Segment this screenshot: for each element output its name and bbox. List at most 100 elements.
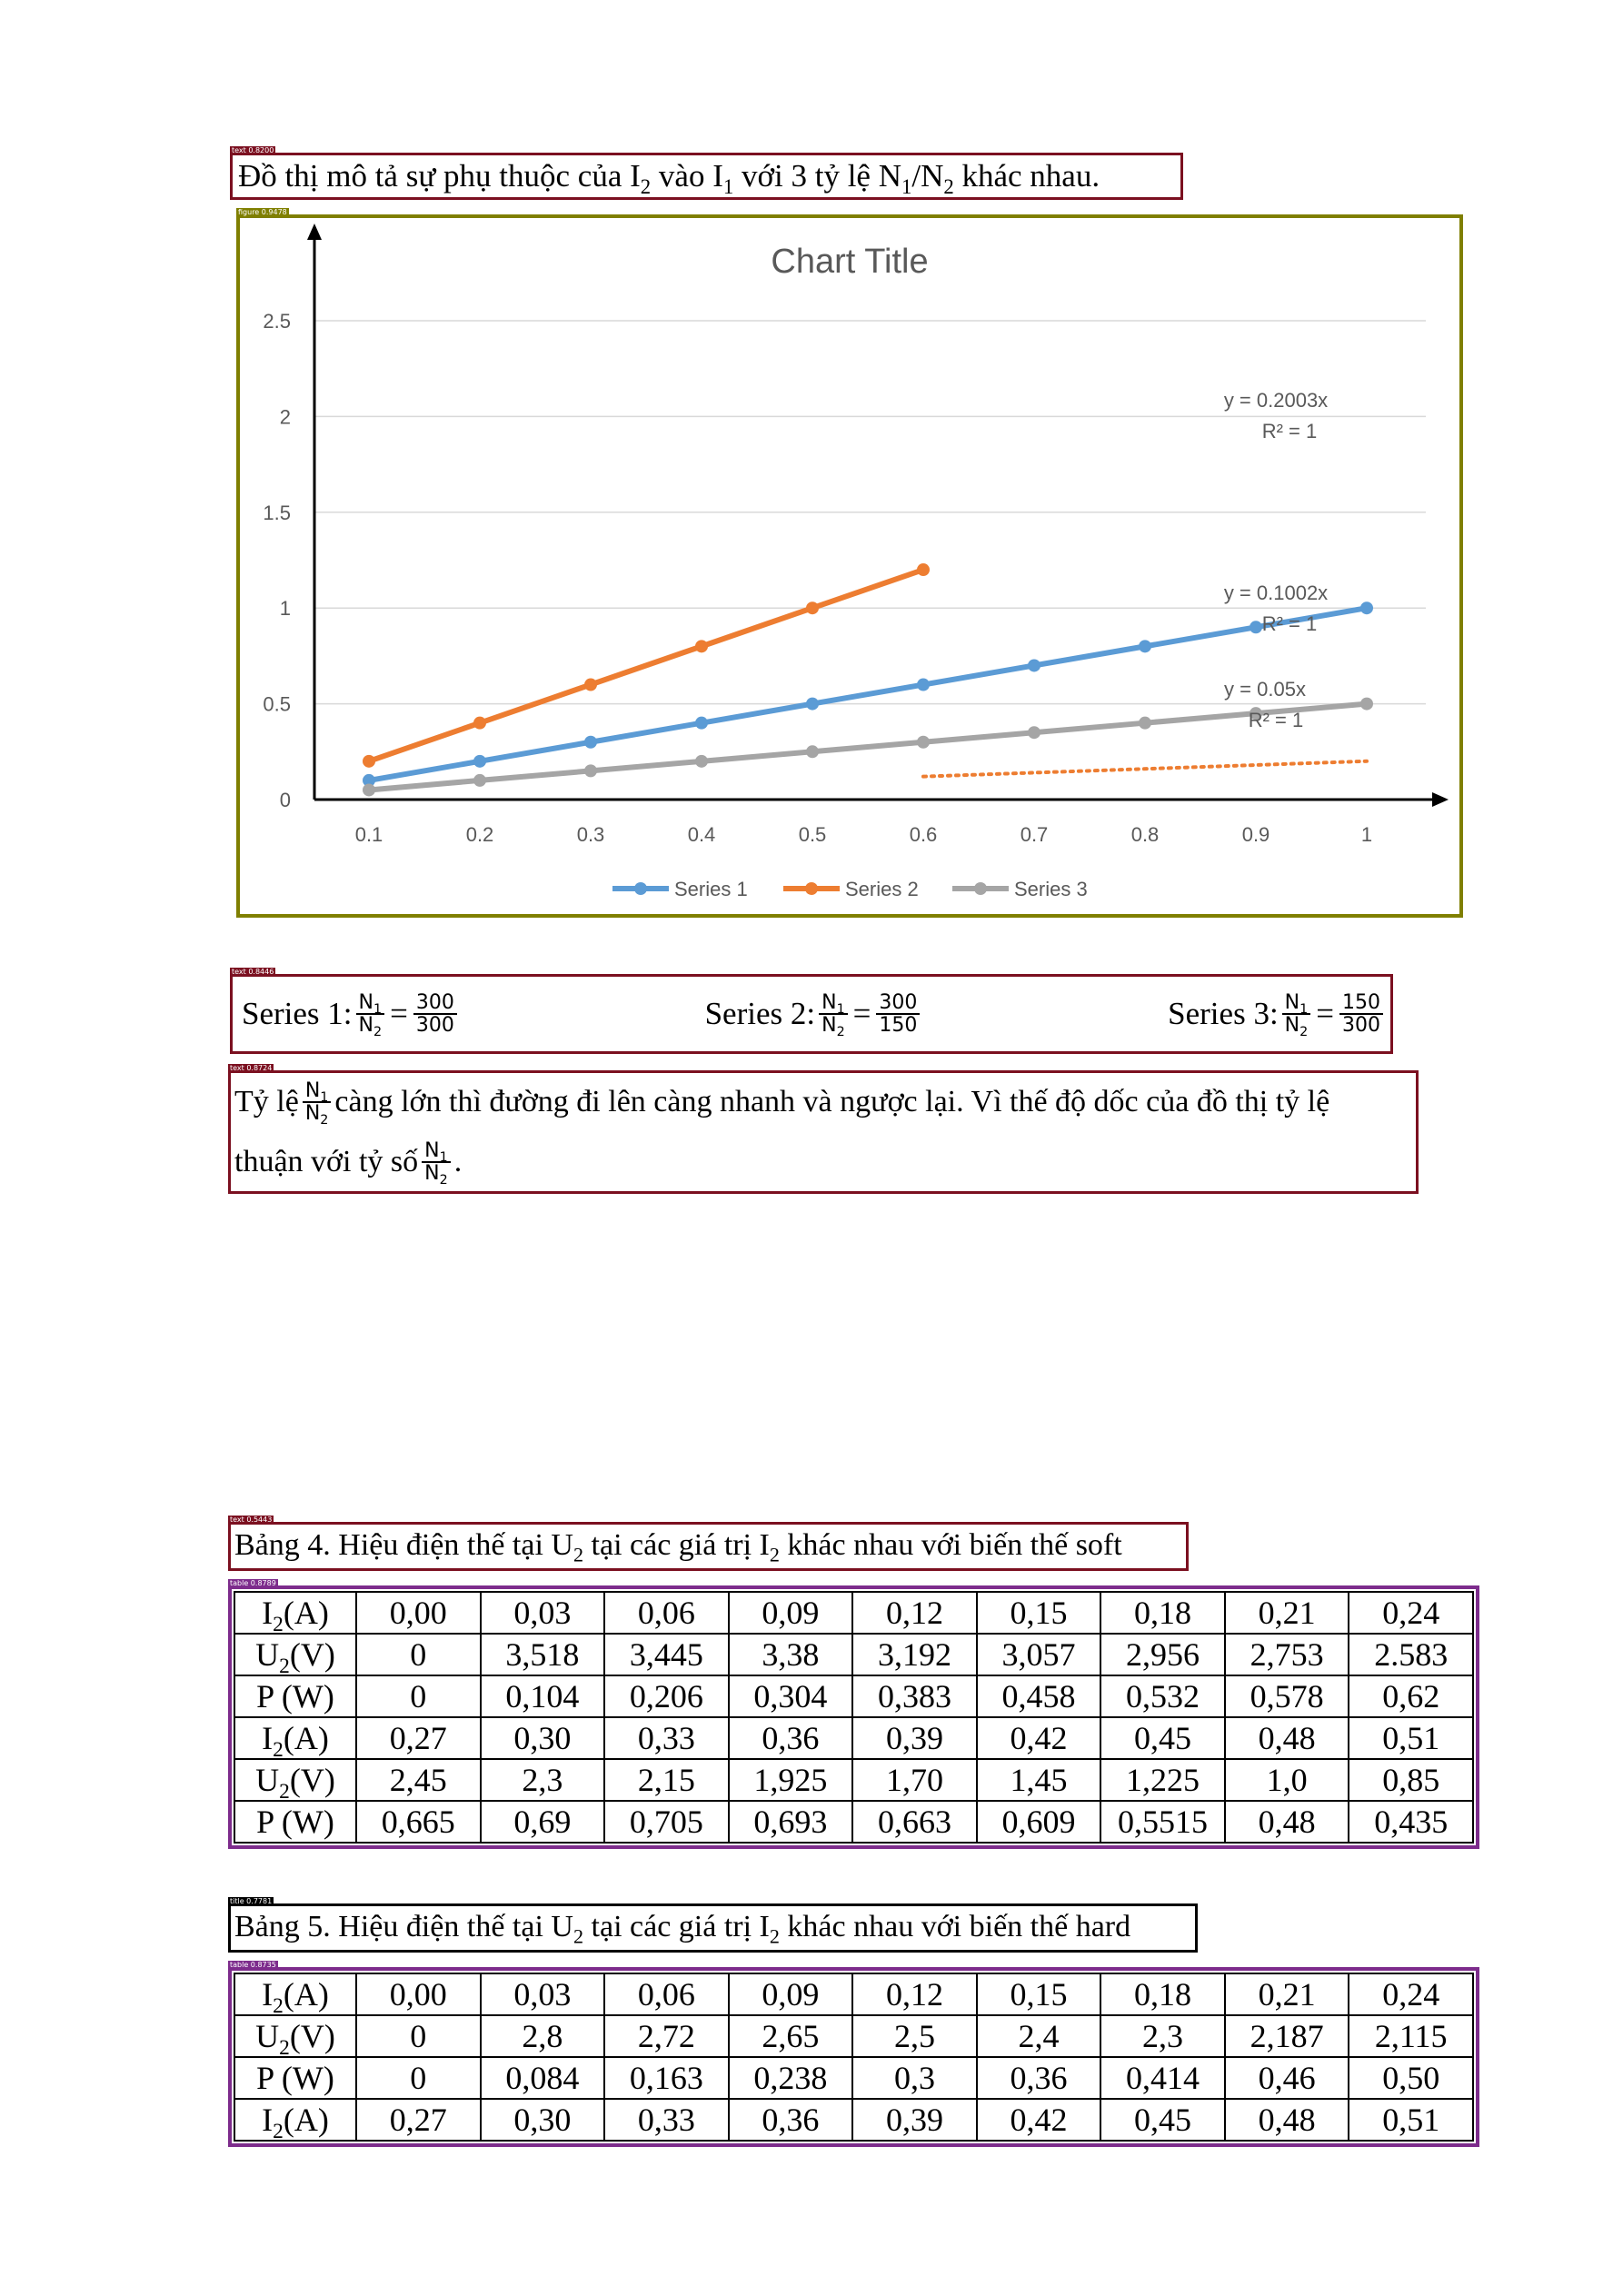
y-tick-label: 1	[280, 597, 291, 620]
table4-box: table 0.8789 I2(A) 0,00 0,03 0,06 0,09 0,12 0,…	[228, 1579, 1479, 1849]
table-cell: 0,45	[1100, 1716, 1226, 1760]
table-row: I2(A) 0,27 0,30 0,33 0,36 0,39 0,42 0,45 0,48 0,5…	[234, 1716, 1474, 1761]
row-header: I2(A)	[234, 1716, 357, 1761]
row-header: U2(V)	[234, 2014, 357, 2059]
table5: I2(A) 0,00 0,03 0,06 0,09 0,12 0,15 0,18 0,21 0,2…	[234, 1973, 1474, 2142]
table-cell: 0,42	[975, 2098, 1102, 2142]
series-ratio-item: Series 1: N1 N2 = 300 300	[242, 992, 461, 1039]
table-cell: 0	[355, 2014, 482, 2058]
legend-label: Series 1	[674, 878, 748, 900]
table-cell: 0,304	[727, 1675, 854, 1718]
table-row: U2(V) 0 2,8 2,72 2,65 2,5 2,4 2,3 2,187 2,115	[234, 2014, 1474, 2059]
paragraph-line-2: thuận với tỷ số N1 N2 .	[234, 1133, 462, 1191]
legend-marker	[634, 882, 647, 895]
series-line-3	[366, 701, 1369, 793]
data-point	[584, 735, 597, 749]
table-cell: 2,45	[355, 1758, 482, 1802]
row-header: U2(V)	[234, 1633, 357, 1677]
data-point	[584, 678, 597, 691]
x-axis-arrow	[1432, 792, 1449, 807]
table4-caption-tag: text 0.5443	[228, 1516, 274, 1524]
data-point	[917, 563, 930, 577]
table-cell: 0,09	[727, 1591, 854, 1635]
data-point	[363, 773, 375, 787]
data-point	[1360, 601, 1373, 615]
legend-label: Series 2	[845, 878, 919, 900]
table-cell: 3,192	[851, 1633, 978, 1676]
data-point	[363, 783, 375, 797]
table-row: I2(A) 0,00 0,03 0,06 0,09 0,12 0,15 0,18 0,21 0,2…	[234, 1973, 1474, 2017]
table-cell: 0,12	[851, 1973, 978, 2016]
row-header: I2(A)	[234, 2098, 357, 2142]
table-cell: 0,51	[1348, 2098, 1474, 2142]
table-cell: 0,51	[1348, 1716, 1474, 1760]
paragraph-part-4: .	[453, 1145, 463, 1178]
table-cell: 0,33	[603, 1716, 730, 1760]
symbol-fraction: N1 N2	[1281, 992, 1311, 1039]
table-cell: 0,00	[355, 1973, 482, 2016]
table-cell: 0,36	[975, 2056, 1102, 2100]
table-cell: 0,206	[603, 1675, 730, 1718]
data-point	[1360, 697, 1373, 711]
table-cell: 0,48	[1223, 2098, 1350, 2142]
x-tick-label: 0.8	[1131, 823, 1160, 846]
table5-tag: table 0.8735	[228, 1961, 278, 1969]
table-cell: 0,39	[851, 1716, 978, 1760]
table-cell: 0,383	[851, 1675, 978, 1718]
data-point	[806, 745, 819, 759]
table-cell: 0,85	[1348, 1758, 1474, 1802]
table-cell: 3,445	[603, 1633, 730, 1676]
table-cell: 0,69	[479, 1800, 606, 1844]
series-line-1	[366, 605, 1369, 783]
table-cell: 3,057	[975, 1633, 1102, 1676]
table-cell: 0,62	[1348, 1675, 1474, 1718]
table-cell: 0,609	[975, 1800, 1102, 1844]
series-label: Series 3:	[1168, 996, 1279, 1031]
y-tick-label: 2.5	[263, 310, 291, 333]
series-label: Series 1:	[242, 996, 353, 1031]
table-cell: 2.583	[1348, 1633, 1474, 1676]
row-header: I2(A)	[234, 1973, 357, 2017]
table-row: P (W) 0,665 0,69 0,705 0,693 0,663 0,609 0,5515…	[234, 1800, 1474, 1844]
y-tick-label: 0	[280, 789, 291, 811]
table-cell: 2,65	[727, 2014, 854, 2058]
series-label: Series 2:	[704, 996, 816, 1031]
table-cell: 0,5515	[1100, 1800, 1226, 1844]
data-point	[917, 735, 930, 749]
table-cell: 0,48	[1223, 1800, 1350, 1844]
table5-box: table 0.8735 I2(A) 0,00 0,03 0,06 0,09 0,12 0,…	[228, 1961, 1479, 2147]
row-header: U2(V)	[234, 1758, 357, 1803]
series-ratio-tag: text 0.8446	[230, 968, 276, 976]
series-ratio-row: Series 1: N1 N2 = 300 300 Series 2: N1 N2 = 300 150…	[242, 977, 1387, 1051]
value-fraction: 300 300	[413, 992, 457, 1036]
data-point	[584, 764, 597, 778]
data-point	[695, 640, 708, 653]
data-point	[1028, 659, 1041, 672]
table5-caption-tag: title 0.7781	[228, 1897, 274, 1905]
table-cell: 0,42	[975, 1716, 1102, 1760]
table-cell: 2,187	[1223, 2014, 1350, 2058]
trendline-r-squared: R² = 1	[1262, 420, 1318, 442]
table5-caption: Bảng 5. Hiệu điện thế tại U2 tại các giá…	[234, 1910, 1131, 1948]
table-row: P (W) 0 0,104 0,206 0,304 0,383 0,458 0,532 0,57…	[234, 1675, 1474, 1718]
table-cell: 0,15	[975, 1973, 1102, 2016]
table-row: U2(V) 2,45 2,3 2,15 1,925 1,70 1,45 1,225 1,0 0,8…	[234, 1758, 1474, 1803]
table-cell: 2,115	[1348, 2014, 1474, 2058]
table-cell: 0,21	[1223, 1591, 1350, 1635]
table-cell: 0,06	[603, 1591, 730, 1635]
series-ratio-item: Series 2: N1 N2 = 300 150	[704, 992, 924, 1039]
table-cell: 0,09	[727, 1973, 854, 2016]
x-tick-label: 0.3	[577, 823, 605, 846]
equals-sign: =	[390, 996, 408, 1031]
paragraph-tag: text 0.8724	[228, 1064, 274, 1072]
trendline-r-squared: R² = 1	[1262, 612, 1318, 635]
data-point	[806, 601, 819, 615]
table-cell: 0,238	[727, 2056, 854, 2100]
row-header: P (W)	[234, 2056, 357, 2100]
symbol-fraction: N1 N2	[355, 992, 385, 1039]
table-cell: 0,46	[1223, 2056, 1350, 2100]
value-fraction: 150 300	[1339, 992, 1383, 1036]
x-tick-label: 0.1	[355, 823, 383, 846]
table-cell: 0,18	[1100, 1591, 1226, 1635]
table-cell: 0,532	[1100, 1675, 1226, 1718]
